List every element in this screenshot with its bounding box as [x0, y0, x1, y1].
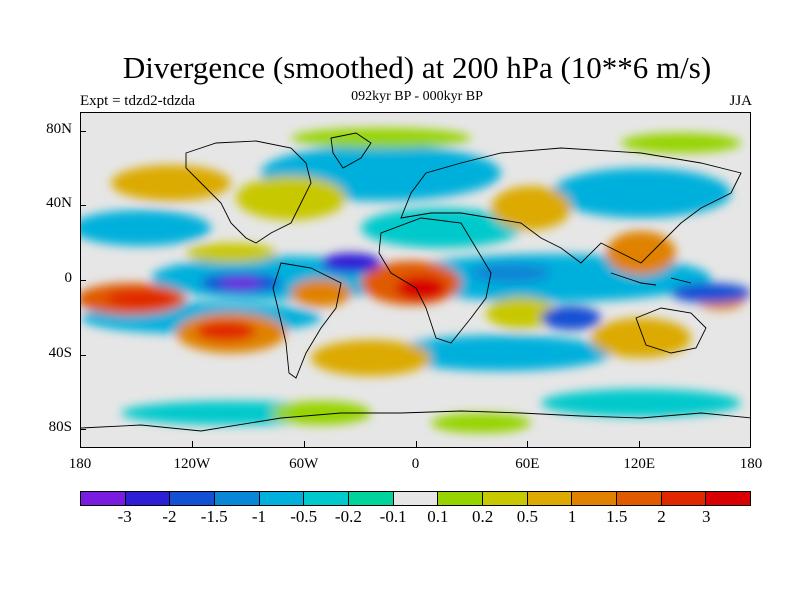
y-tick-mark [80, 280, 86, 281]
x-tick-mark [191, 441, 193, 447]
colorbar-label: -3 [117, 507, 132, 526]
colorbar-label: -0.1 [379, 507, 407, 526]
colorbar-label: 0.1 [427, 507, 449, 526]
colorbar-cell [304, 492, 350, 505]
field-patch [311, 340, 431, 376]
colorbar-cell [572, 492, 618, 505]
colorbar-cell [617, 492, 662, 505]
colorbar [80, 491, 751, 506]
field-patch [291, 279, 351, 307]
field-patch [671, 283, 750, 303]
field-patch [606, 231, 676, 275]
field-patch [196, 321, 256, 341]
colorbar-label: 2 [657, 507, 666, 526]
y-tick-label: 0 [64, 270, 73, 286]
x-tick-label: 120W [173, 456, 211, 472]
map-panel [80, 112, 751, 448]
colorbar-cell [438, 492, 484, 505]
y-tick-label: 80S [48, 419, 72, 436]
field-patch [391, 335, 611, 371]
field-patch [221, 278, 261, 288]
colorbar-label: 0.5 [516, 507, 538, 526]
field-patch [291, 128, 471, 148]
africa-coast [378, 217, 492, 344]
field-patch [271, 401, 371, 425]
y-tick-mark [80, 205, 86, 207]
x-tick-label: 60W [289, 456, 319, 472]
field-patch [551, 168, 731, 218]
divergence-field [81, 128, 750, 433]
colorbar-label: -1.5 [200, 507, 228, 526]
colorbar-label: -2 [162, 507, 177, 526]
chart-title: Divergence (smoothed) at 200 hPa (10**6 … [122, 50, 712, 85]
x-tick-label: 120E [623, 456, 655, 472]
y-tick-label: 80N [46, 120, 72, 137]
x-tick-label: 180 [739, 456, 763, 472]
antarctica-coast [81, 410, 750, 432]
field-patch [591, 318, 691, 358]
colorbar-cell [125, 492, 171, 505]
season-label: JJA [729, 93, 752, 109]
colorbar-cell [81, 492, 126, 505]
x-tick-mark [80, 441, 81, 447]
field-patch [236, 176, 346, 220]
field-patch [396, 276, 446, 300]
colorbar-label: 1.5 [606, 507, 628, 526]
colorbar-label: 3 [702, 507, 711, 526]
x-tick-mark [303, 441, 305, 447]
colorbar-label: -0.5 [290, 507, 318, 526]
colorbar-cell [349, 492, 394, 505]
greenland-coast [330, 132, 372, 169]
y-tick-label: 40N [46, 195, 72, 212]
colorbar-label: -1 [251, 507, 266, 526]
field-patch [541, 306, 601, 330]
y-tick-mark [80, 429, 86, 431]
coastlines [81, 132, 750, 432]
south-america-coast [272, 262, 342, 379]
y-tick-mark [80, 354, 86, 356]
field-patch [486, 297, 556, 329]
australia-coast [635, 307, 707, 354]
field-patch [471, 263, 551, 283]
x-tick-label: 0 [411, 456, 420, 472]
colorbar-cell [170, 492, 216, 505]
y-tick-label: 40S [48, 344, 72, 361]
divergence-map [81, 113, 750, 447]
maritime-continent-coast [610, 272, 692, 286]
north-america-coast [185, 140, 312, 244]
colorbar-cell [527, 492, 573, 505]
field-patch [491, 186, 571, 230]
x-tick-label: 60E [515, 456, 540, 472]
field-patch [621, 133, 741, 153]
field-patch [541, 389, 741, 417]
chart-subtitle: 092kyr BP - 000kyr BP [351, 89, 483, 104]
eurasia-coast [400, 147, 742, 264]
field-patch [186, 243, 276, 263]
colorbar-cell [259, 492, 305, 505]
colorbar-cell [393, 492, 439, 505]
colorbar-label: 1 [567, 507, 577, 526]
x-tick-mark [639, 441, 641, 447]
colorbar-cell [661, 492, 707, 505]
colorbar-cell [483, 492, 528, 505]
field-patch [111, 165, 231, 201]
field-patch [321, 253, 381, 273]
colorbar-label: 0.2 [471, 507, 494, 526]
colorbar-cell [706, 492, 751, 505]
x-tick-mark [527, 441, 529, 447]
x-tick-mark [415, 441, 417, 447]
field-patch [431, 413, 531, 433]
field-patch [81, 210, 211, 246]
experiment-label: Expt = tdzd2-tdzda [80, 93, 196, 109]
field-patch [106, 290, 176, 308]
colorbar-label: -0.2 [334, 507, 362, 526]
x-tick-mark [750, 441, 751, 447]
colorbar-cell [215, 492, 260, 505]
x-tick-label: 180 [68, 456, 92, 472]
y-tick-mark [80, 130, 86, 132]
